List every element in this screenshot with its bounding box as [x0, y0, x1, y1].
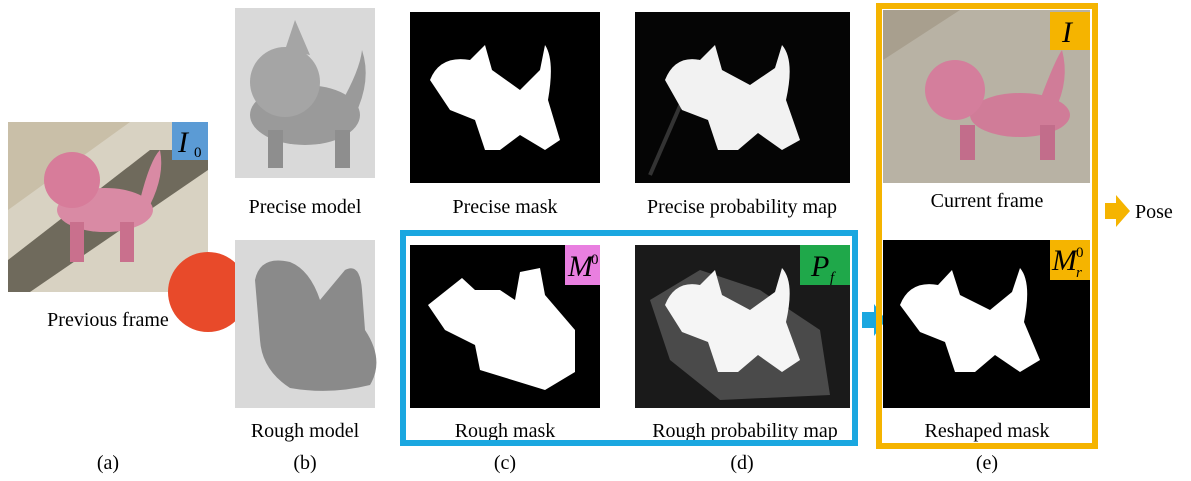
symbol: M — [1051, 244, 1079, 277]
caption: Rough probability map — [652, 420, 838, 442]
previous-frame-image — [8, 122, 248, 332]
caption: Precise mask — [453, 196, 558, 218]
panel-letter: (e) — [976, 452, 998, 474]
symbol-sub: r — [1076, 265, 1082, 281]
panel-letter: (d) — [730, 452, 753, 474]
caption: Current frame — [931, 190, 1044, 212]
symbol: P — [810, 250, 829, 283]
caption: Previous frame — [47, 309, 169, 331]
rough-model-image — [235, 240, 376, 408]
precise-mask-image — [410, 12, 600, 183]
output-label: Pose — [1135, 201, 1173, 223]
caption: Precise model — [249, 196, 362, 218]
caption: Rough mask — [455, 420, 556, 442]
caption: Rough model — [251, 420, 360, 442]
panel-letter: (a) — [97, 452, 119, 474]
panel-letter: (c) — [494, 452, 516, 474]
symbol-sup: 0 — [1076, 245, 1084, 261]
caption: Reshaped mask — [925, 420, 1050, 442]
symbol-sub: 0 — [194, 145, 202, 161]
symbol-sup: 0 — [591, 252, 599, 268]
precise-probability-map-image — [635, 12, 850, 183]
arrow — [862, 304, 886, 336]
panel-letter: (b) — [293, 452, 316, 474]
caption: Precise probability map — [647, 196, 837, 218]
figure: I 0 Previous frame Precise model Rough m… — [0, 0, 1191, 481]
arrow — [1105, 195, 1130, 227]
precise-model-image — [235, 8, 375, 178]
